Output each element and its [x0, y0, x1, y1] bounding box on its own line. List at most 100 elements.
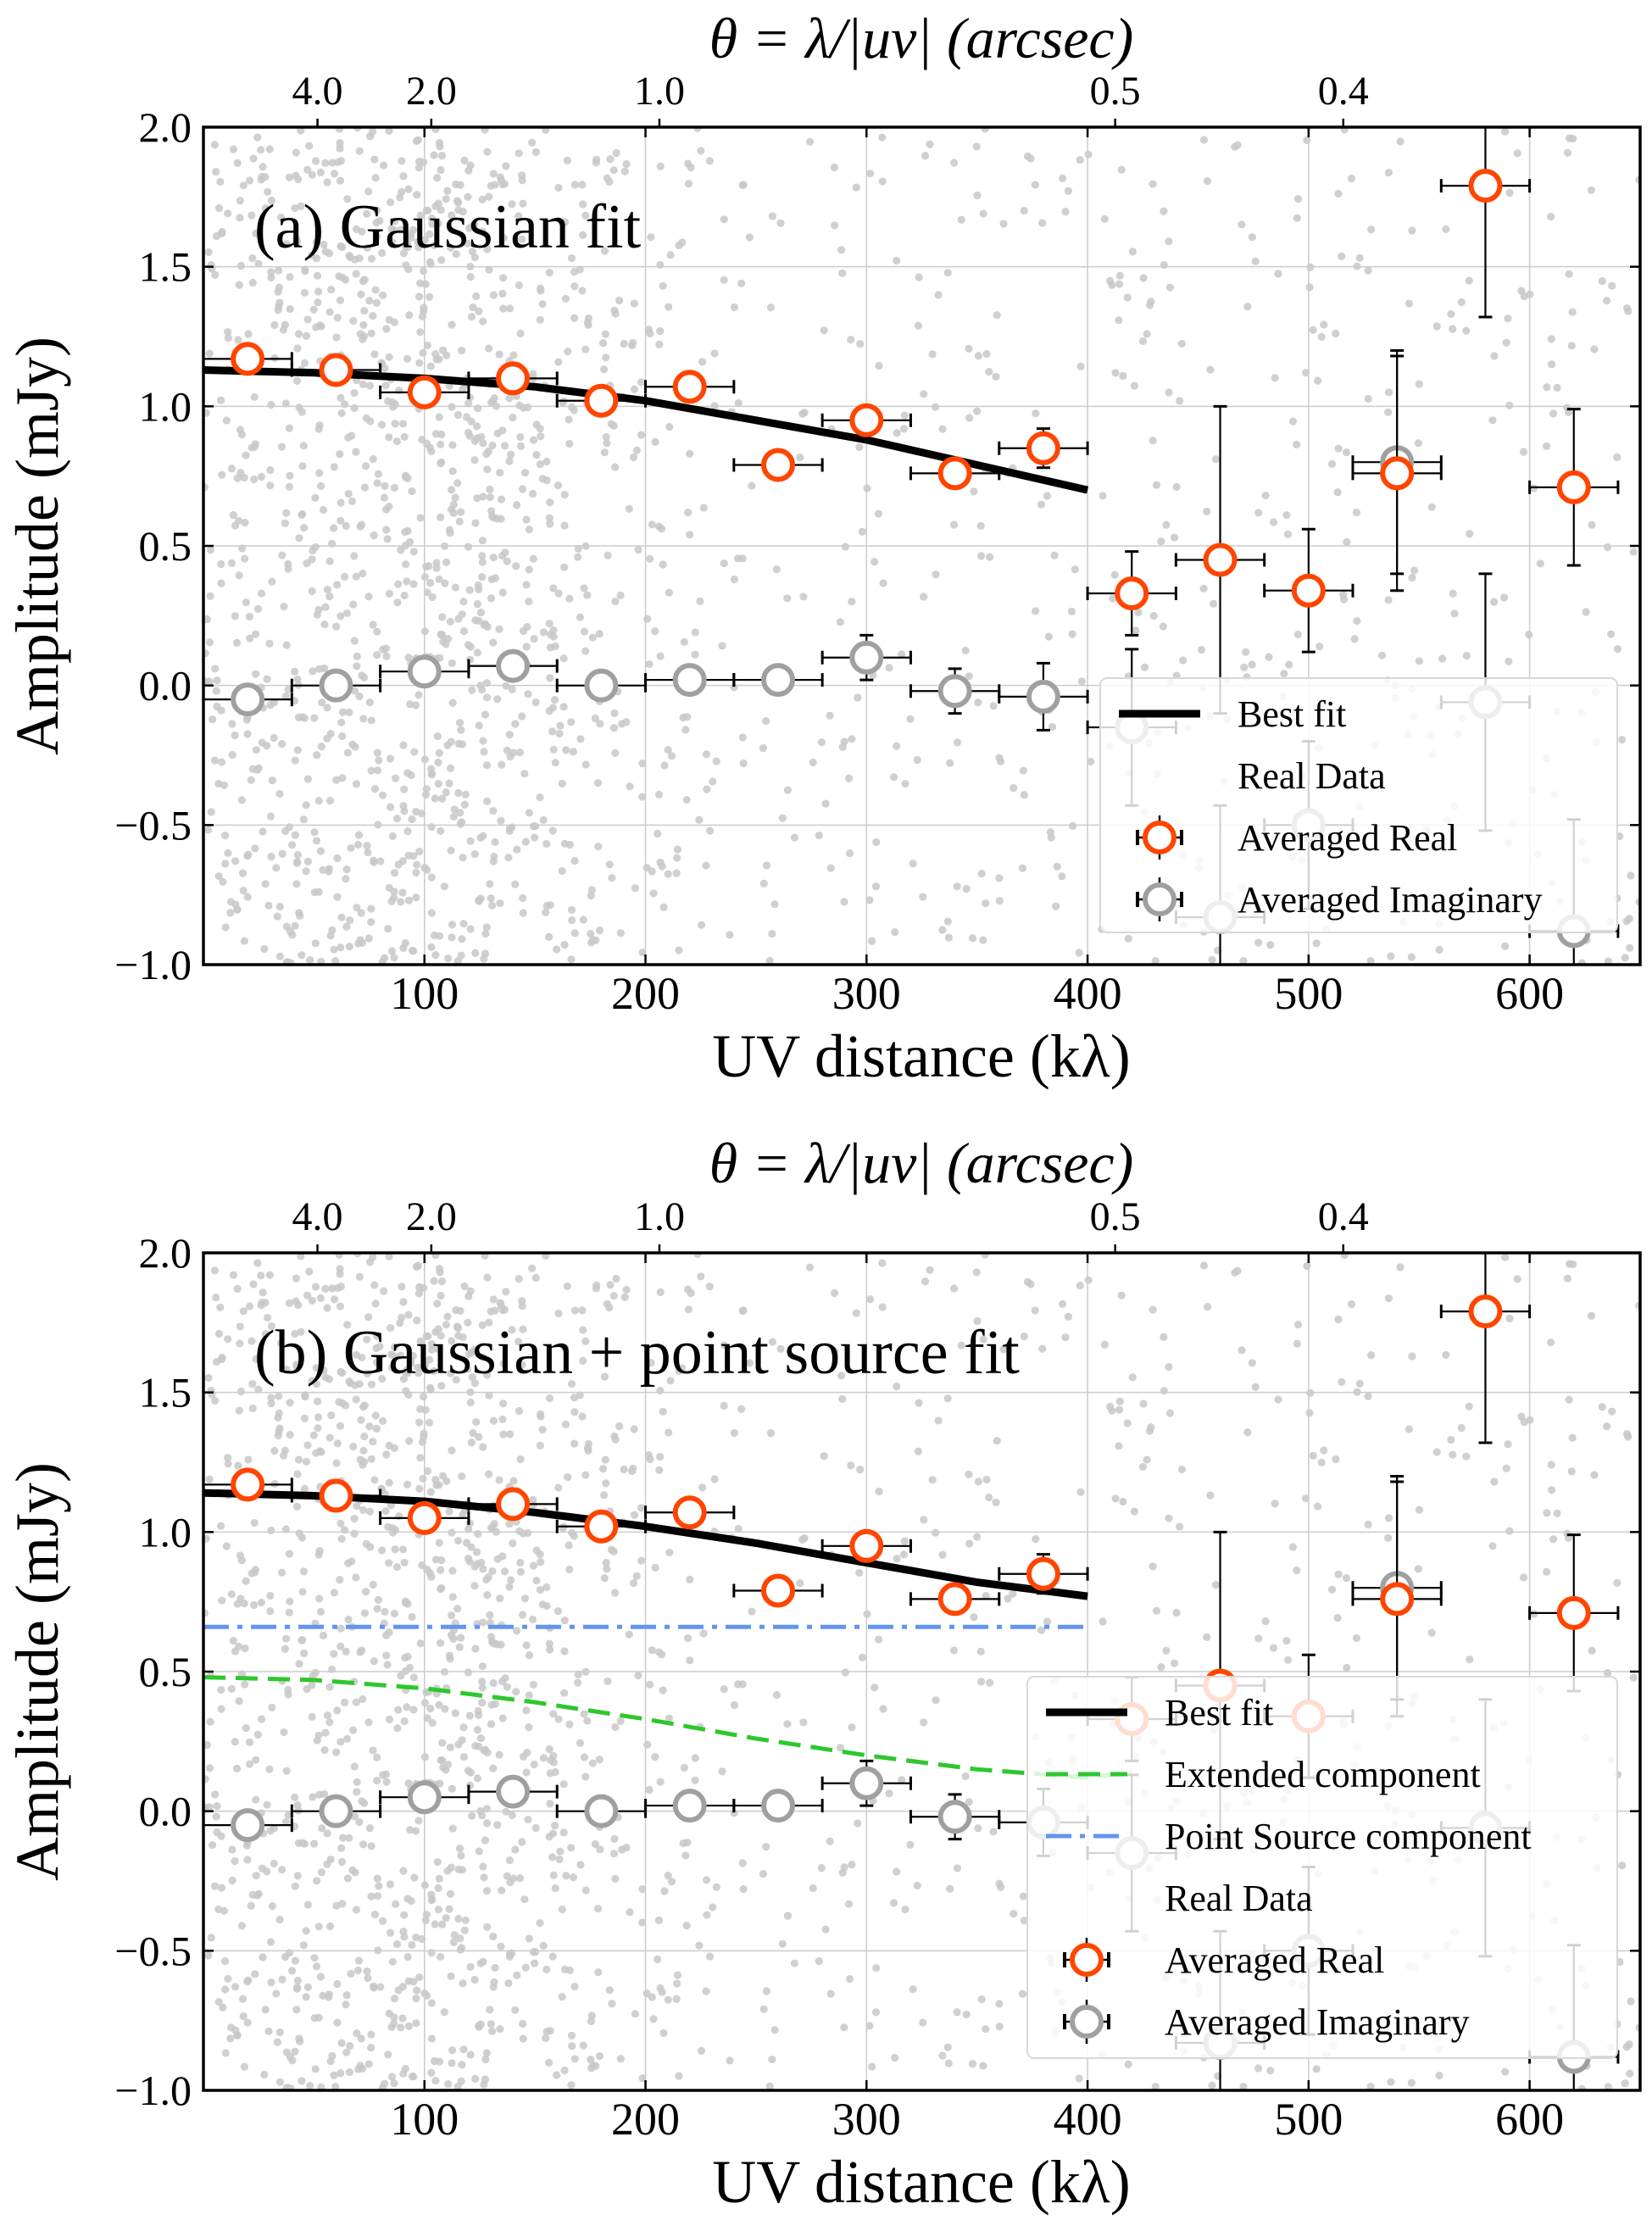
real-data-point	[516, 432, 525, 442]
real-data-point	[944, 2059, 953, 2067]
real-data-point	[390, 217, 399, 225]
real-data-point	[342, 2048, 351, 2056]
real-data-point	[536, 1441, 544, 1450]
real-data-point	[233, 1284, 242, 1293]
real-data-point	[370, 531, 378, 540]
real-data-point	[398, 1545, 408, 1554]
real-data-point	[242, 1577, 250, 1585]
real-data-point	[817, 1864, 826, 1873]
real-data-point	[412, 2019, 420, 2028]
real-data-point	[588, 633, 597, 642]
real-data-point	[427, 771, 436, 779]
real-data-point	[1203, 177, 1212, 186]
real-data-point	[665, 303, 673, 311]
real-data-point	[420, 1429, 428, 1438]
real-data-point	[583, 591, 592, 599]
real-data-point	[314, 1923, 323, 1931]
real-data-point	[433, 1299, 442, 1308]
real-data-point	[865, 2022, 874, 2030]
real-data-point	[448, 320, 456, 329]
real-data-point	[373, 232, 381, 241]
real-data-point	[426, 1385, 435, 1394]
real-data-point	[1415, 657, 1423, 665]
real-data-point	[615, 1422, 624, 1431]
real-point	[1115, 576, 1149, 610]
real-data-point	[1165, 1409, 1175, 1417]
real-data-point	[293, 1470, 302, 1478]
real-data-point	[620, 167, 629, 175]
real-data-point	[248, 765, 257, 773]
real-data-point	[560, 1344, 570, 1352]
real-data-point	[204, 1951, 213, 1960]
real-data-point	[1563, 1274, 1572, 1283]
real-data-point	[698, 921, 706, 929]
real-data-point	[539, 1754, 548, 1762]
real-data-point	[625, 504, 633, 513]
real-point	[1026, 1556, 1060, 1591]
real-data-point	[387, 2073, 397, 2081]
real-data-point	[601, 330, 609, 338]
real-data-point	[581, 1471, 590, 1479]
real-data-point	[348, 431, 356, 440]
real-data-point	[328, 159, 337, 167]
real-data-point	[385, 1715, 394, 1723]
real-data-point	[1332, 1455, 1340, 1464]
real-data-point	[480, 954, 488, 963]
real-data-point	[765, 956, 774, 965]
real-data-point	[759, 879, 768, 888]
real-data-point	[996, 757, 1005, 765]
real-data-point	[445, 779, 453, 787]
real-data-point	[545, 268, 553, 277]
real-data-point	[293, 344, 302, 353]
real-data-point	[468, 1373, 476, 1382]
real-data-point	[974, 1477, 982, 1486]
real-data-point	[317, 1448, 325, 1456]
real-data-point	[1010, 1910, 1018, 1918]
real-data-point	[210, 1266, 219, 1275]
real-data-point	[350, 1762, 359, 1771]
real-data-point	[855, 1568, 864, 1577]
real-data-point	[759, 1870, 768, 1878]
real-data-point	[357, 1416, 365, 1424]
real-data-point	[454, 788, 463, 798]
real-data-point	[316, 1607, 325, 1616]
real-data-point	[443, 186, 452, 195]
real-data-point	[446, 617, 454, 626]
real-data-point	[1293, 214, 1301, 222]
real-data-point	[236, 1551, 245, 1560]
real-data-point	[416, 211, 425, 220]
real-data-point	[303, 1983, 312, 1991]
real-data-point	[323, 1711, 332, 1720]
real-data-point	[524, 1816, 532, 1824]
real-data-point	[412, 807, 420, 816]
real-data-point	[392, 1900, 400, 1908]
real-data-point	[302, 801, 310, 810]
marker-group	[231, 682, 265, 717]
real-data-point	[378, 248, 387, 258]
real-data-point	[913, 1881, 921, 1890]
real-data-point	[302, 1927, 310, 1935]
real-data-point	[224, 209, 232, 218]
real-data-point	[217, 1685, 225, 1694]
real-data-point	[465, 1711, 474, 1720]
real-data-point	[352, 1698, 360, 1706]
real-data-point	[416, 328, 425, 337]
real-data-point	[631, 884, 640, 893]
real-data-point	[1238, 1346, 1246, 1355]
real-data-point	[1132, 626, 1140, 635]
panel-label: (b) Gaussian + point source fit	[254, 1318, 1020, 1388]
real-data-point	[234, 1642, 243, 1650]
real-data-point	[538, 300, 547, 309]
real-data-point	[431, 430, 441, 438]
real-data-point	[303, 1441, 312, 1450]
real-data-point	[264, 1313, 272, 1322]
real-data-point	[900, 411, 909, 420]
real-data-point	[352, 225, 361, 233]
real-data-point	[838, 269, 847, 277]
real-data-point	[473, 648, 481, 657]
real-data-point	[879, 1705, 887, 1713]
real-data-point	[278, 740, 286, 748]
legend-imag-marker	[1070, 2005, 1104, 2039]
real-data-point	[489, 1295, 498, 1304]
real-data-point	[423, 588, 431, 597]
